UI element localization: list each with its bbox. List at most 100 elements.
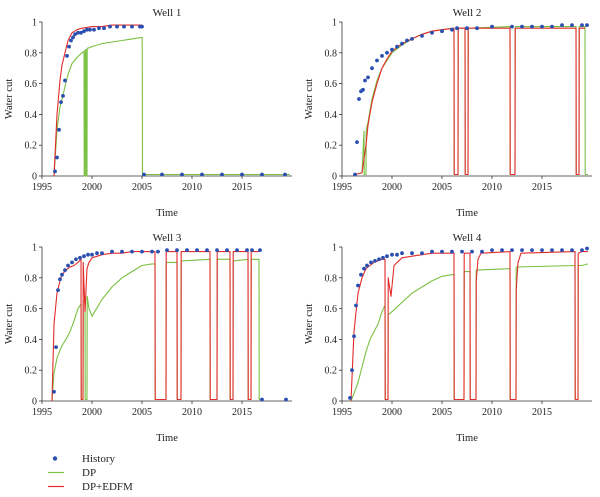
history-point	[390, 252, 394, 257]
history-point	[69, 38, 73, 43]
subplot-title: Well 1	[153, 7, 182, 19]
y-axis-label: Water cut	[4, 79, 15, 119]
x-tick-label: 2015	[232, 407, 252, 418]
legend-label-edfm: DP+EDFM	[82, 481, 133, 493]
history-point	[400, 251, 404, 256]
history-point	[353, 172, 357, 177]
history-point	[520, 248, 524, 253]
x-tick-label: 2010	[182, 182, 202, 193]
series-line-edfm	[350, 251, 588, 402]
history-point	[540, 248, 544, 253]
y-tick-label: 0.2	[25, 366, 38, 377]
history-point	[455, 26, 459, 31]
x-tick-label: 2005	[432, 407, 452, 418]
history-point	[63, 268, 67, 272]
history-point	[220, 172, 224, 177]
history-point	[490, 248, 494, 253]
series-line-edfm	[51, 251, 259, 402]
history-point	[120, 249, 124, 254]
y-tick-label: 0.4	[325, 110, 338, 121]
history-point	[395, 44, 399, 49]
subplot-4: Well 4 0 0.2 0.4 0.6 0.8 1 1995 2000 2005 2010 2015…	[304, 232, 592, 444]
history-point	[380, 54, 384, 58]
y-tick-label: 0	[332, 397, 337, 408]
history-point	[108, 24, 112, 29]
y-tick-label: 0	[32, 397, 37, 408]
history-point	[405, 38, 409, 43]
series-line-edfm	[354, 27, 585, 176]
history-point	[450, 249, 454, 254]
x-tick-label: 2000	[382, 182, 402, 193]
history-point	[240, 172, 244, 177]
history-point	[225, 248, 229, 253]
history-point	[245, 248, 249, 253]
history-point	[585, 23, 589, 27]
history-point	[60, 272, 64, 277]
x-tick-label: 2000	[82, 407, 102, 418]
history-point	[78, 255, 82, 260]
history-point	[560, 248, 564, 253]
history-point	[460, 249, 464, 254]
history-point	[355, 140, 359, 145]
x-tick-label: 2010	[182, 407, 202, 418]
y-tick-label: 0.6	[25, 79, 38, 90]
history-point	[440, 29, 444, 34]
history-point	[56, 288, 60, 292]
history-point	[156, 249, 160, 254]
history-point	[73, 32, 77, 37]
history-point	[490, 24, 494, 29]
history-point	[82, 254, 86, 259]
y-axis-label: Water cut	[4, 304, 15, 344]
history-point	[97, 26, 101, 31]
y-tick-label: 1	[32, 243, 37, 254]
history-point	[160, 172, 164, 177]
y-tick-label: 0.8	[25, 48, 38, 59]
history-point	[260, 397, 264, 402]
history-point	[570, 23, 574, 27]
history-point	[365, 263, 369, 268]
y-tick-label: 0.4	[25, 335, 38, 346]
y-tick-label: 1	[332, 243, 337, 254]
history-point	[475, 26, 479, 31]
history-point	[130, 249, 134, 254]
history-point	[359, 272, 363, 277]
history-point	[362, 266, 366, 271]
history-point	[61, 94, 65, 98]
subplot-2: Well 2 0 0.2 0.4 0.6 0.8 1 1995 2000 2005 2010 2015…	[304, 7, 592, 219]
history-point	[260, 172, 264, 177]
y-axis-label: Water cut	[304, 79, 315, 119]
history-point	[580, 23, 584, 27]
y-tick-label: 0.2	[325, 141, 338, 152]
history-point	[580, 248, 584, 253]
history-point	[115, 24, 119, 29]
history-point	[195, 248, 199, 253]
history-point	[200, 172, 204, 177]
history-point	[375, 58, 379, 63]
history-point	[66, 263, 70, 268]
history-point	[102, 26, 106, 31]
history-point	[510, 24, 514, 29]
x-tick-label: 1995	[332, 182, 352, 193]
x-tick-label: 2010	[482, 407, 502, 418]
series-line-edfm	[53, 24, 142, 177]
history-point	[377, 257, 381, 262]
history-point	[352, 334, 356, 339]
history-point	[140, 249, 144, 254]
history-point	[356, 283, 360, 288]
y-tick-label: 0	[332, 172, 337, 183]
history-point	[500, 248, 504, 253]
history-point	[450, 27, 454, 32]
history-point	[67, 44, 71, 49]
history-point	[350, 368, 354, 373]
history-point	[95, 251, 99, 256]
history-point	[100, 251, 104, 256]
history-point	[53, 169, 57, 174]
history-point	[480, 249, 484, 254]
history-point	[570, 248, 574, 253]
history-point	[122, 24, 126, 29]
x-tick-label: 2005	[132, 182, 152, 193]
history-point	[410, 251, 414, 256]
x-tick-label: 2015	[232, 182, 252, 193]
history-point	[250, 248, 254, 253]
